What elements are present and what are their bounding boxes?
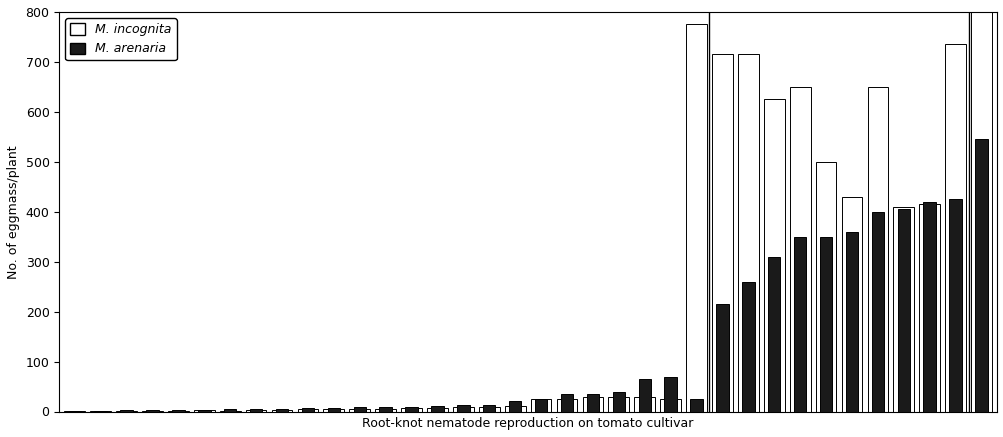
Bar (944, 45, 965, 412)
Bar (845, 232, 858, 412)
Bar (819, 237, 831, 412)
Bar (535, 399, 547, 412)
Bar (426, 408, 447, 412)
Bar (949, 199, 961, 412)
Bar (194, 410, 215, 412)
Bar (405, 406, 417, 412)
Bar (763, 99, 783, 412)
Bar (220, 410, 241, 412)
Bar (478, 406, 499, 412)
Bar (871, 212, 884, 412)
Bar (349, 409, 370, 412)
Bar (841, 197, 862, 412)
Bar (608, 396, 629, 412)
Bar (375, 409, 395, 412)
Legend: M. incognita, M. arenaria: M. incognita, M. arenaria (65, 18, 177, 60)
Bar (90, 411, 111, 412)
Bar (401, 408, 421, 412)
X-axis label: Root-knot nematode reproduction on tomato cultivar: Root-knot nematode reproduction on tomat… (362, 417, 693, 430)
Bar (556, 399, 577, 412)
Bar (711, 54, 732, 412)
Bar (172, 409, 185, 412)
Bar (142, 411, 162, 412)
Bar (94, 410, 106, 412)
Bar (456, 405, 469, 412)
Bar (327, 408, 340, 412)
Bar (353, 407, 366, 412)
Bar (582, 396, 603, 412)
Bar (198, 409, 211, 412)
Bar (919, 204, 939, 412)
Bar (379, 406, 391, 412)
Bar (168, 410, 189, 412)
Bar (690, 399, 702, 412)
Bar (531, 399, 551, 412)
Bar (224, 409, 236, 412)
Bar (68, 410, 81, 412)
Bar (297, 409, 318, 412)
Bar (120, 410, 132, 412)
Bar (970, 12, 991, 412)
Bar (767, 257, 779, 412)
Bar (660, 399, 680, 412)
Bar (146, 410, 158, 412)
Bar (64, 410, 85, 412)
Bar (685, 24, 706, 412)
Bar (431, 406, 443, 412)
Bar (793, 237, 805, 412)
Bar (974, 139, 987, 412)
Bar (452, 406, 473, 412)
Bar (272, 409, 292, 412)
Bar (737, 54, 758, 412)
Bar (246, 410, 266, 412)
Bar (561, 394, 573, 412)
Bar (482, 405, 495, 412)
Bar (250, 409, 262, 412)
Bar (276, 409, 288, 412)
Bar (741, 281, 754, 412)
Bar (612, 392, 625, 412)
Bar (893, 207, 914, 412)
Bar (638, 379, 650, 412)
Bar (509, 401, 521, 412)
Bar (715, 304, 728, 412)
Bar (814, 162, 835, 412)
Bar (505, 406, 525, 412)
Bar (789, 87, 809, 412)
Y-axis label: No. of eggmass/plant: No. of eggmass/plant (7, 145, 20, 278)
Bar (897, 209, 909, 412)
Bar (923, 202, 935, 412)
Bar (323, 409, 344, 412)
Bar (302, 408, 314, 412)
Bar (116, 410, 136, 412)
Bar (664, 377, 676, 412)
Bar (586, 394, 599, 412)
Bar (867, 87, 888, 412)
Bar (634, 396, 654, 412)
